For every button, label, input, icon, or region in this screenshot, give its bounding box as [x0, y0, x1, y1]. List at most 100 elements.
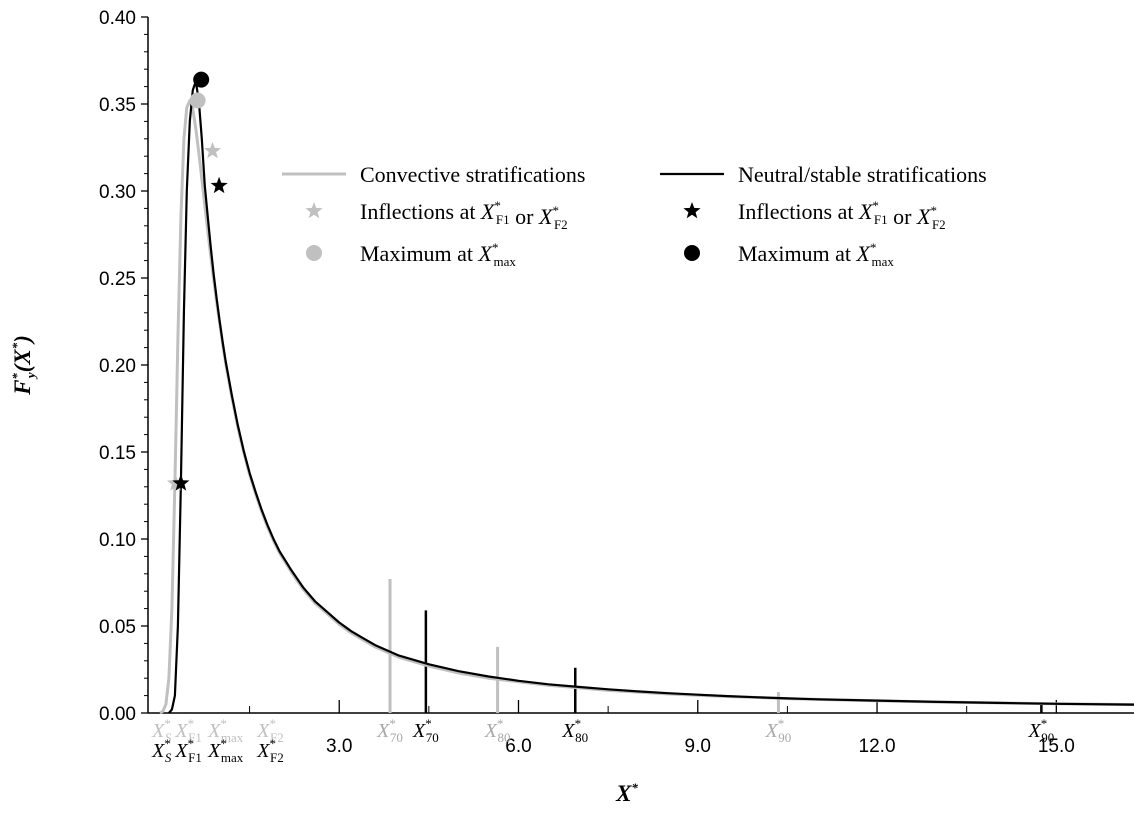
x-symbol-star: * [269, 716, 276, 731]
legend-star: * [872, 198, 879, 213]
legend-sub: max [872, 254, 895, 269]
legend-prefix: Maximum at [360, 241, 479, 266]
legend-line-label-convective: Convective stratifications [360, 162, 585, 187]
convective-percentile-label: X* 70 [376, 716, 403, 745]
y-tick-label: 0.05 [99, 617, 136, 638]
legend-maximum-label-convective: Maximum at X* max [360, 240, 516, 269]
convective-inflection-marker [204, 142, 221, 158]
neutral-inflection-marker [211, 177, 228, 193]
x-symbol-sub: 90 [1041, 730, 1054, 745]
x-symbol: X [207, 740, 221, 762]
x-symbol-star: * [1041, 716, 1048, 731]
x-symbol-sub: 70 [426, 730, 439, 745]
neutral-maximum-marker [193, 72, 209, 88]
legend-star-marker-neutral [683, 202, 700, 218]
x-symbol: X [412, 720, 426, 742]
convective-maximum-marker [190, 93, 206, 109]
x-symbol: X [1028, 720, 1042, 742]
x-symbol-star: * [269, 736, 276, 751]
y-tick-label: 0.25 [99, 269, 136, 290]
x-symbol: X [765, 720, 779, 742]
axes: 0.00 0.05 0.10 0.15 0.20 0.25 0.30 0.35 0.40 3.0 6… [99, 8, 1134, 757]
y-tick-label: 0.10 [99, 530, 136, 551]
legend-sub: max [494, 254, 517, 269]
neutral-percentile-label: X* 90 [1028, 716, 1055, 745]
convective-percentile-label: X* 90 [765, 716, 792, 745]
x-symbol-sub: 80 [497, 730, 510, 745]
legend-or: or [888, 204, 917, 229]
legend-star: * [930, 203, 937, 218]
x-symbol-sub: F1 [188, 750, 202, 765]
legend-circle-marker-neutral [684, 245, 700, 261]
convective-series-line [160, 101, 1134, 714]
legend-star: * [552, 203, 559, 218]
legend-prefix: Inflections at [738, 199, 859, 224]
neutral-series-line [169, 81, 1134, 713]
x-symbol: X [207, 720, 221, 742]
legend-prefix: Maximum at [738, 241, 857, 266]
x-symbol: X [561, 720, 575, 742]
y-tick-label: 0.00 [99, 704, 136, 725]
legend: Convective stratifications Inflections at… [282, 162, 987, 269]
x-symbol-star: * [188, 716, 195, 731]
legend-inflection-label-convective: Inflections at X* F1 or X* F2 [360, 198, 568, 232]
legend-star-marker-convective [305, 202, 322, 218]
legend-line-label-neutral: Neutral/stable stratifications [738, 162, 987, 187]
x-symbol-sub: 90 [778, 730, 791, 745]
y-axis-title-star: * [9, 373, 24, 380]
x-symbol-sub: 80 [575, 730, 588, 745]
legend-sub: F2 [932, 217, 946, 232]
y-tick-label: 0.30 [99, 182, 136, 203]
x-symbol-star: * [164, 736, 171, 751]
x-symbol-star: * [575, 716, 582, 731]
legend-sub: F1 [874, 212, 888, 227]
x-symbol: X [484, 720, 498, 742]
y-tick-label: 0.40 [99, 8, 136, 29]
y-axis-title-close: ) [10, 335, 35, 345]
convective-percentile-label: X* 80 [484, 716, 511, 745]
x-symbol-star: * [220, 736, 227, 751]
legend-or: or [510, 204, 539, 229]
x-tick-label: 12.0 [859, 736, 896, 757]
neutral-percentile-label: X* 70 [412, 716, 439, 745]
x-tick-label: 9.0 [685, 736, 711, 757]
legend-sub: F2 [554, 217, 568, 232]
x-symbol-star: * [497, 716, 504, 731]
x-axis-title-symbol: X [615, 781, 632, 806]
y-axis-title-f: F [10, 380, 35, 396]
x-symbol-sub: 70 [390, 730, 403, 745]
legend-circle-marker-convective [306, 245, 322, 261]
x-point-labels: X* S X* F1 X* max X* F2X* S X* F1 X* max X* F2X* 70 X* 80… [151, 716, 1054, 765]
x-symbol-sub: S [165, 750, 172, 765]
x-symbol-star: * [425, 716, 432, 731]
legend-star: * [870, 240, 877, 255]
neutral-percentile-label: X* 80 [561, 716, 588, 745]
x-symbol: X [174, 720, 188, 742]
axis-titles: X*F*y(X*) [9, 335, 638, 806]
x-symbol-star: * [188, 736, 195, 751]
legend-star: * [492, 240, 499, 255]
legend-star: * [494, 198, 501, 213]
x-symbol: X [174, 740, 188, 762]
x-symbol-sub: F2 [270, 750, 284, 765]
x-symbol: X [151, 720, 165, 742]
x-symbol-star: * [164, 716, 171, 731]
x-symbol: X [376, 720, 390, 742]
percentile-lines [390, 579, 1041, 713]
y-tick-label: 0.20 [99, 356, 136, 377]
legend-sub: F1 [496, 212, 510, 227]
y-tick-label: 0.15 [99, 443, 136, 464]
x-symbol-star: * [778, 716, 785, 731]
y-axis-title: F*y(X*) [9, 335, 38, 396]
x-symbol: X [256, 720, 270, 742]
series-group [160, 81, 1134, 713]
x-symbol: X [256, 740, 270, 762]
x-symbol: X [151, 740, 165, 762]
x-tick-label: 3.0 [326, 736, 352, 757]
x-symbol-star: * [220, 716, 227, 731]
neutral-point-label: X* S [151, 736, 172, 765]
y-axis-title-x: X [10, 349, 35, 366]
x-axis-title-star: * [631, 780, 638, 795]
legend-prefix: Inflections at [360, 199, 481, 224]
